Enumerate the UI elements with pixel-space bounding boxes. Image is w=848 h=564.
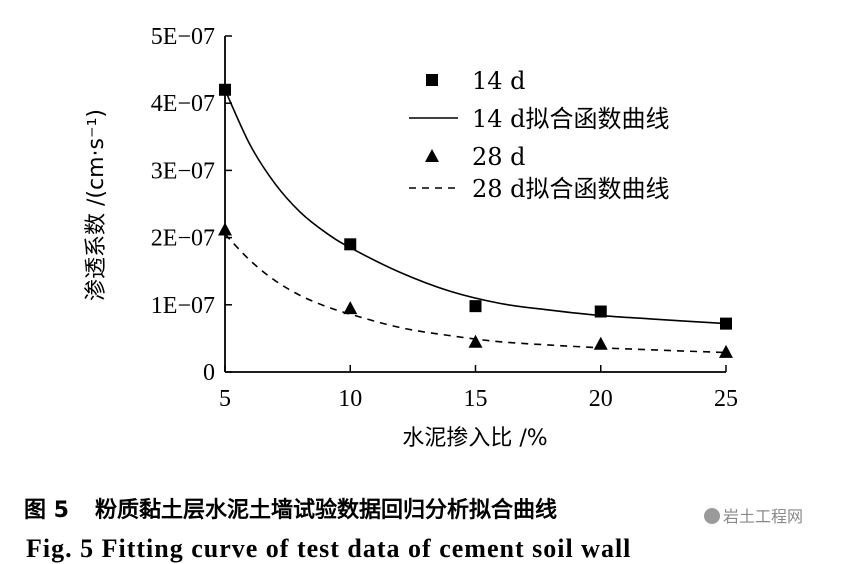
data-point-14d [344,238,357,251]
figure-caption: 图 5 粉质黏土层水泥土墙试验数据回归分析拟合曲线 [24,492,557,524]
watermark-text: 岩土工程网 [723,507,804,526]
data-point-14d [469,300,482,313]
legend-label: 28 d拟合函数曲线 [472,175,670,203]
x-axis-title: 水泥掺入比 /% [402,426,547,451]
watermark-logo-icon [704,508,720,524]
watermark: 岩土工程网 [704,503,803,527]
legend-label: 28 d [472,143,526,171]
data-point-28d [218,222,232,236]
x-tick-label: 25 [714,386,738,412]
figure-caption-text: 粉质黏土层水泥土墙试验数据回归分析拟合曲线 [94,498,557,523]
x-tick-label: 20 [589,386,613,412]
figure-number: 图 5 [24,498,69,523]
legend-label: 14 d拟合函数曲线 [472,105,670,133]
x-tick-label: 10 [338,386,362,412]
data-point-28d [468,334,483,348]
data-point-28d [343,301,358,315]
x-tick-label: 5 [219,386,231,412]
data-point-14d [720,317,732,330]
data-point-14d [219,83,231,96]
y-tick-label: 0 [203,360,215,386]
data-point-28d [593,336,608,350]
legend: 14 d 14 d拟合函数曲线 28 d 28 d拟合函数曲线 [409,67,670,203]
y-tick-label: 3E−07 [151,158,215,184]
y-tick-label: 2E−07 [151,226,215,252]
axes: 5 10 15 20 25 0 1E−07 2E−07 3E−07 4E−07 5E−07 [151,24,738,412]
data-point-14d [594,305,607,318]
y-tick-label: 1E−07 [151,293,215,319]
chart: 5 10 15 20 25 0 1E−07 2E−07 3E−07 4E−07 5E−07 14 d… [84,24,738,451]
figure-caption-english: Fig. 5 Fitting curve of test data of cem… [26,534,632,563]
data-points [218,83,733,358]
legend-marker [426,74,438,86]
y-tick-label: 4E−07 [151,91,215,117]
y-axis-title: 渗透系数 /(cm·s⁻¹) [84,109,109,301]
legend-marker [425,149,439,162]
x-tick-label: 15 [464,386,488,412]
y-tick-label: 5E−07 [151,24,215,50]
data-point-28d [719,344,733,358]
fit-curve-28d [224,233,727,354]
legend-label: 14 d [472,67,526,95]
